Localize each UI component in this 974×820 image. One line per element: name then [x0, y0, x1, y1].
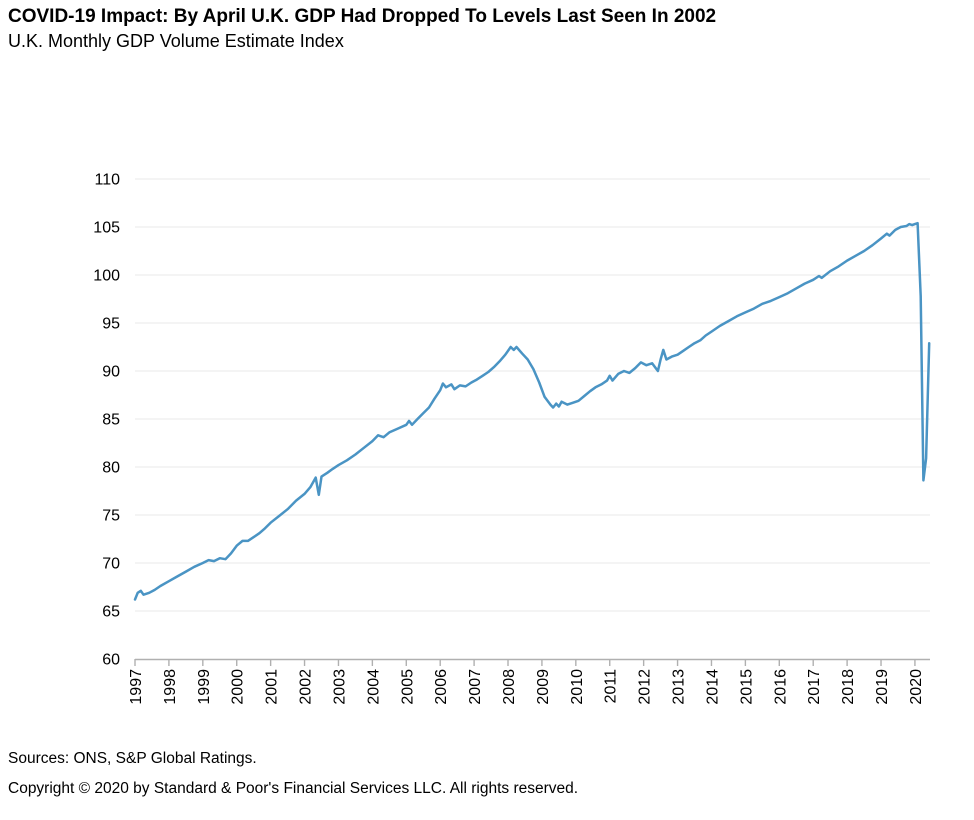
x-tick-label-2014: 2014 — [704, 669, 721, 705]
gdp-series-line — [133, 221, 931, 601]
y-tick-label-100: 100 — [93, 268, 120, 285]
chart-title: COVID-19 Impact: By April U.K. GDP Had D… — [8, 6, 717, 27]
copyright-line: Copyright © 2020 by Standard & Poor's Fi… — [8, 780, 579, 797]
x-tick-label-2011: 2011 — [603, 669, 620, 704]
x-tick-label-2013: 2013 — [671, 669, 688, 705]
x-tick-label-2012: 2012 — [637, 669, 654, 705]
x-tick-label-2007: 2007 — [467, 669, 484, 705]
x-tick-label-2006: 2006 — [433, 669, 450, 705]
x-tick-label-2019: 2019 — [874, 669, 891, 705]
y-tick-label-105: 105 — [93, 220, 120, 237]
x-tick-label-2004: 2004 — [365, 669, 382, 705]
y-tick-label-70: 70 — [102, 556, 120, 573]
x-tick-label-2000: 2000 — [230, 669, 247, 705]
x-tick-label-2008: 2008 — [501, 669, 518, 705]
x-tick-label-2010: 2010 — [569, 669, 586, 705]
x-tick-label-2015: 2015 — [738, 669, 755, 705]
x-tick-label-2005: 2005 — [399, 669, 416, 705]
x-tick-label-1999: 1999 — [196, 669, 213, 705]
y-tick-label-90: 90 — [102, 364, 120, 381]
x-tick-label-2009: 2009 — [535, 669, 552, 705]
x-tick-label-2002: 2002 — [298, 669, 315, 705]
y-tick-label-95: 95 — [102, 316, 120, 333]
y-tick-label-110: 110 — [94, 172, 120, 189]
y-tick-label-85: 85 — [102, 412, 120, 429]
x-tick-label-1998: 1998 — [162, 669, 179, 705]
y-tick-label-80: 80 — [102, 460, 120, 477]
x-tick-label-2016: 2016 — [772, 669, 789, 705]
chart-subtitle: U.K. Monthly GDP Volume Estimate Index — [8, 31, 344, 51]
sources-line: Sources: ONS, S&P Global Ratings. — [8, 750, 257, 767]
x-tick-label-2020: 2020 — [908, 669, 925, 705]
x-tick-label-2017: 2017 — [806, 669, 823, 705]
y-tick-label-75: 75 — [102, 508, 120, 525]
x-tick-label-2003: 2003 — [331, 669, 348, 705]
x-tick-label-2001: 2001 — [264, 669, 281, 705]
y-tick-label-65: 65 — [102, 604, 120, 621]
x-tick-label-2018: 2018 — [840, 669, 857, 705]
y-tick-label-60: 60 — [102, 652, 120, 669]
x-tick-label-1997: 1997 — [128, 669, 145, 705]
